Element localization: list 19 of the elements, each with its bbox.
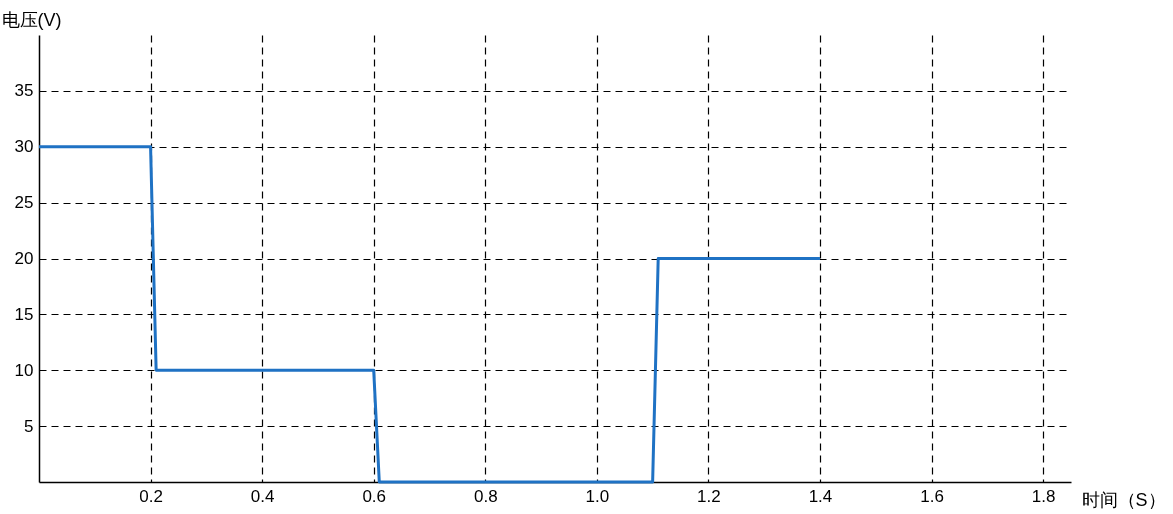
y-tick-label: 35 [14, 81, 34, 101]
x-tick-label: 1.2 [697, 486, 721, 506]
x-tick-label: 1.4 [808, 486, 833, 506]
x-axis-title: 时间（S） [1081, 489, 1166, 510]
y-axis-title: 电压(V) [1, 9, 62, 30]
y-tick-label: 15 [14, 304, 34, 324]
y-tick-label: 25 [14, 193, 34, 213]
y-tick-label: 5 [24, 416, 34, 436]
x-tick-label: 0.8 [473, 486, 498, 506]
y-tick-label: 10 [14, 360, 34, 380]
line-series [37, 145, 822, 484]
y-tick-label: 20 [14, 249, 34, 268]
x-tick-label: 1.6 [920, 486, 944, 506]
x-tick-label: 0.6 [362, 486, 387, 506]
y-tick-label: 30 [14, 137, 34, 157]
x-tick-label: 0.4 [250, 486, 275, 506]
x-tick-label: 0.2 [139, 486, 163, 506]
x-tick-label: 1.0 [585, 486, 610, 506]
x-tick-label: 1.8 [1031, 486, 1056, 506]
